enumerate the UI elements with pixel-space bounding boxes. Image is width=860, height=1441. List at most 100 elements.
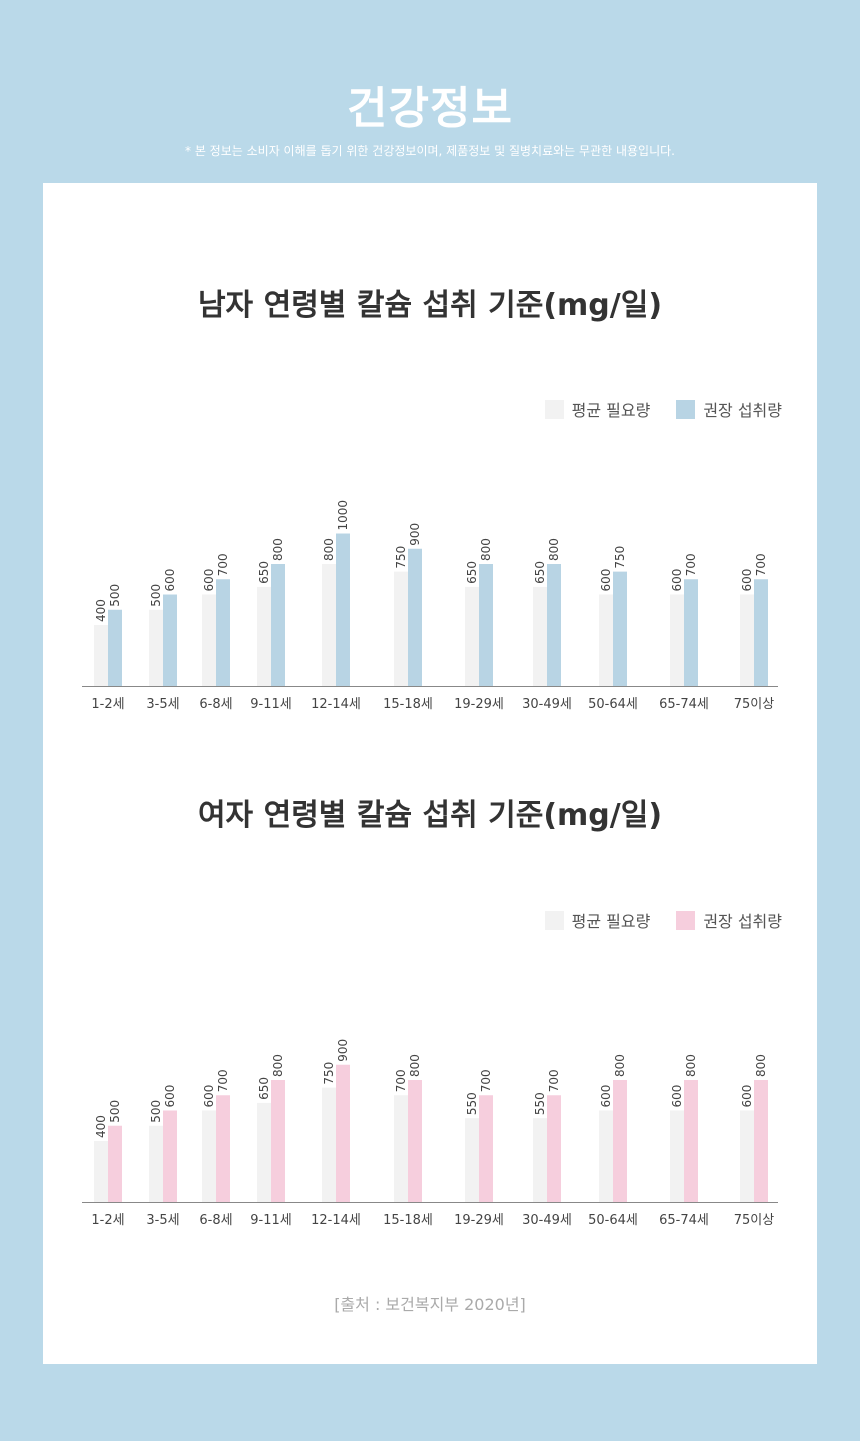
data-label-recommended: 800 [613, 1054, 627, 1077]
bar-recommended [408, 548, 422, 686]
male-chart-title: 남자 연령별 칼슘 섭취 기준(mg/일) [197, 288, 663, 323]
x-tick-label: 15-18세 [383, 697, 433, 712]
x-tick-label: 30-49세 [522, 697, 572, 712]
bar-recommended [216, 579, 230, 686]
data-label-recommended: 1000 [336, 500, 350, 531]
data-label-recommended: 500 [108, 584, 122, 607]
x-tick-label: 19-29세 [454, 1213, 504, 1228]
bar-recommended [271, 1080, 285, 1202]
bar-recommended [479, 1095, 493, 1202]
x-tick-label: 30-49세 [522, 1213, 572, 1228]
legend-label-recommended: 권장 섭취량 [703, 401, 782, 420]
bar-recommended [108, 1125, 122, 1202]
bar-average [202, 594, 216, 686]
data-label-recommended: 800 [408, 1054, 422, 1077]
data-label-average: 600 [202, 1085, 216, 1108]
female-chart-legend: 평균 필요량 권장 섭취량 [544, 908, 782, 932]
bar-recommended [216, 1095, 230, 1202]
data-label-recommended: 700 [216, 553, 230, 576]
bar-recommended [547, 564, 561, 686]
bar-recommended [754, 579, 768, 686]
legend-item-average: 평균 필요량 [544, 397, 651, 421]
data-label-recommended: 900 [408, 523, 422, 546]
bar-average [202, 1110, 216, 1202]
data-label-recommended: 800 [479, 538, 493, 561]
bar-average [322, 1087, 336, 1202]
x-tick-label: 65-74세 [659, 1213, 709, 1228]
data-label-recommended: 600 [163, 569, 177, 592]
bar-recommended [271, 564, 285, 686]
data-label-recommended: 900 [336, 1039, 350, 1062]
legend-swatch-recommended [676, 910, 696, 930]
page-title: 건강정보 [347, 83, 513, 134]
x-tick-label: 1-2세 [91, 1213, 124, 1228]
data-label-recommended: 800 [547, 538, 561, 561]
x-tick-label: 15-18세 [383, 1213, 433, 1228]
bar-average [670, 1110, 684, 1202]
bar-average [257, 586, 271, 686]
data-label-average: 650 [257, 1077, 271, 1100]
data-label-average: 650 [533, 561, 547, 584]
data-label-recommended: 600 [163, 1085, 177, 1108]
x-tick-label: 19-29세 [454, 697, 504, 712]
data-label-average: 500 [149, 1100, 163, 1123]
bar-recommended [684, 1080, 698, 1202]
data-label-average: 600 [202, 569, 216, 592]
data-label-average: 700 [394, 1069, 408, 1092]
male-calcium-chart: 4005001-2세5006003-5세6007006-8세6508009-11… [82, 500, 778, 712]
x-tick-label: 75이상 [734, 1213, 775, 1228]
bar-average [533, 1118, 547, 1202]
legend-swatch-average [544, 910, 564, 930]
data-label-average: 550 [465, 1092, 479, 1115]
legend-item-recommended: 권장 섭취량 [676, 908, 782, 932]
bar-recommended [684, 579, 698, 686]
male-chart-legend: 평균 필요량 권장 섭취량 [544, 397, 782, 421]
legend-item-recommended: 권장 섭취량 [676, 397, 782, 421]
data-label-average: 600 [670, 1085, 684, 1108]
bar-average [740, 594, 754, 686]
x-tick-label: 50-64세 [588, 697, 638, 712]
data-label-recommended: 750 [613, 546, 627, 569]
x-tick-label: 3-5세 [146, 697, 179, 712]
data-label-recommended: 800 [271, 538, 285, 561]
data-label-recommended: 700 [547, 1069, 561, 1092]
x-tick-label: 9-11세 [250, 1213, 291, 1228]
x-tick-label: 3-5세 [146, 1213, 179, 1228]
bar-recommended [163, 594, 177, 686]
bar-recommended [479, 564, 493, 686]
data-label-recommended: 800 [754, 1054, 768, 1077]
bar-average [599, 594, 613, 686]
bar-average [670, 594, 684, 686]
bar-average [533, 586, 547, 686]
x-tick-label: 50-64세 [588, 1213, 638, 1228]
data-label-average: 500 [149, 584, 163, 607]
data-label-recommended: 800 [271, 1054, 285, 1077]
data-label-average: 400 [94, 1115, 108, 1138]
female-chart-title: 여자 연령별 칼슘 섭취 기준(mg/일) [197, 798, 663, 833]
x-tick-label: 65-74세 [659, 697, 709, 712]
bar-recommended [163, 1110, 177, 1202]
bar-recommended [613, 1080, 627, 1202]
bar-average [149, 609, 163, 686]
bar-average [149, 1125, 163, 1202]
legend-swatch-recommended [676, 399, 696, 419]
bar-recommended [613, 571, 627, 686]
bar-average [740, 1110, 754, 1202]
bar-recommended [108, 609, 122, 686]
x-tick-label: 75이상 [734, 697, 775, 712]
x-tick-label: 12-14세 [311, 697, 361, 712]
bar-average [599, 1110, 613, 1202]
disclaimer-text: * 본 정보는 소비자 이해를 돕기 위한 건강정보이며, 제품정보 및 질병치… [185, 144, 675, 158]
data-label-average: 600 [740, 569, 754, 592]
legend-label-average: 평균 필요량 [571, 912, 651, 931]
legend-label-average: 평균 필요량 [571, 401, 651, 420]
bar-average [322, 564, 336, 686]
data-label-average: 750 [322, 1062, 336, 1085]
bar-recommended [408, 1080, 422, 1202]
data-label-average: 600 [670, 569, 684, 592]
x-tick-label: 9-11세 [250, 697, 291, 712]
x-tick-label: 6-8세 [199, 1213, 232, 1228]
bar-average [94, 625, 108, 686]
legend-label-recommended: 권장 섭취량 [703, 912, 782, 931]
data-label-recommended: 500 [108, 1100, 122, 1123]
